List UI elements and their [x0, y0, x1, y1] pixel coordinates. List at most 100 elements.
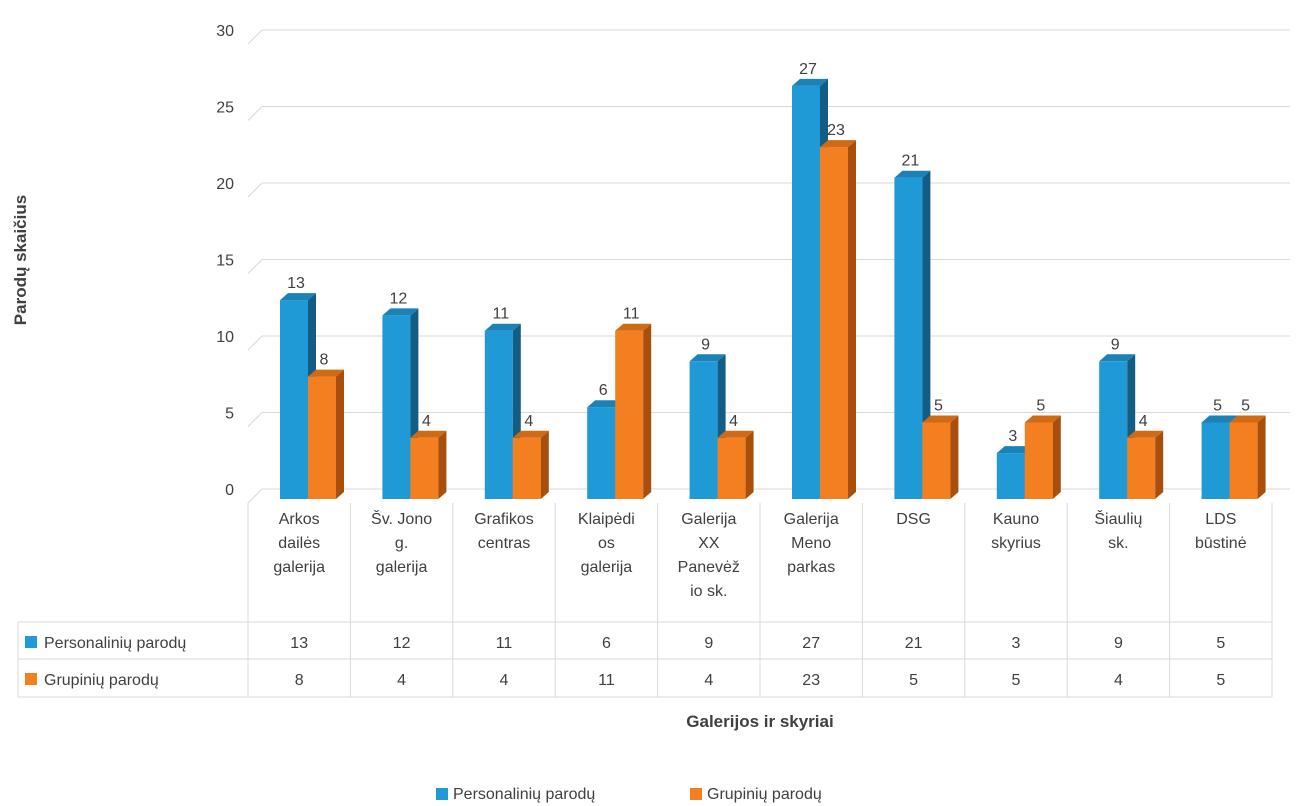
- bar-top: [615, 323, 652, 331]
- table-cell: 5: [1012, 672, 1021, 689]
- y-axis-ticks: 0 5 10 15 20 25 30: [216, 23, 234, 499]
- y-tick-label: 15: [216, 253, 234, 270]
- table-cell: 5: [1216, 672, 1225, 689]
- data-label: 4: [524, 413, 533, 430]
- data-label: 4: [729, 413, 738, 430]
- y-axis-title: Parodų skaičius: [11, 195, 30, 325]
- bar-top: [689, 354, 726, 362]
- data-label: 8: [320, 352, 329, 369]
- category-label-line: Grafikos: [474, 511, 534, 528]
- bar-top: [1127, 430, 1164, 438]
- table-cell: 11: [496, 635, 513, 652]
- table-legend-key: [25, 636, 37, 648]
- category-label-line: DSG: [896, 511, 931, 528]
- category-label: Šv. Jono g. galerija: [371, 509, 432, 576]
- bar-front: [1127, 437, 1156, 499]
- category-label-line: sk.: [1108, 535, 1128, 552]
- bar-side: [336, 369, 344, 499]
- category-label-line: Panevėž: [678, 559, 740, 576]
- legend-key: [690, 788, 702, 800]
- data-label: 13: [287, 275, 305, 292]
- category-label-line: g.: [395, 535, 408, 552]
- data-label: 27: [799, 61, 817, 78]
- y-tick-label: 30: [216, 23, 234, 40]
- y-tick-label: 0: [225, 482, 234, 499]
- category-label: Grafikos centras: [474, 511, 534, 552]
- bar-front: [1024, 422, 1053, 499]
- gridline-diagonal: [247, 259, 263, 274]
- category-label-line: galerija: [581, 559, 633, 576]
- bars: [280, 78, 1266, 500]
- bar-top: [382, 308, 419, 316]
- category-label-line: Galerija: [681, 511, 736, 528]
- bar-top: [1099, 354, 1136, 362]
- category-label-line: galerija: [376, 559, 428, 576]
- bar-top: [308, 369, 344, 377]
- table-cell: 3: [1012, 635, 1021, 652]
- bar-front: [587, 407, 616, 499]
- category-label: LDS būstinė: [1195, 511, 1247, 552]
- table-cell: 9: [704, 635, 713, 652]
- y-tick-label: 25: [216, 100, 234, 117]
- bar-front: [996, 453, 1025, 499]
- category-label-line: Meno: [791, 535, 831, 552]
- table-series-name: Grupinių parodų: [44, 672, 159, 689]
- gridline-diagonal: [247, 106, 263, 121]
- data-label: 9: [701, 336, 710, 353]
- table-cell: 13: [290, 635, 308, 652]
- category-label-line: Kauno: [993, 511, 1039, 528]
- gridline-diagonal: [247, 488, 263, 504]
- table-cell: 5: [1216, 635, 1225, 652]
- table-cell: 5: [909, 672, 918, 689]
- bar-top: [1229, 415, 1266, 423]
- data-label: 4: [1139, 413, 1148, 430]
- y-tick-label: 20: [216, 176, 234, 193]
- table-series-name: Personalinių parodų: [44, 635, 186, 652]
- data-label: 5: [1213, 398, 1222, 415]
- bar-top: [820, 140, 856, 148]
- data-label: 11: [623, 306, 640, 323]
- category-label-line: būstinė: [1195, 535, 1247, 552]
- bar-front: [484, 330, 513, 499]
- bar-front: [382, 315, 411, 499]
- legend: Personalinių parodų Grupinių parodų: [436, 786, 822, 803]
- legend-label: Grupinių parodų: [707, 786, 822, 803]
- bar-side: [848, 140, 856, 499]
- bar-front: [410, 437, 439, 499]
- data-labels: 13 8 12 4 11 4 6 11 9 4 27 23 21 5 3 5 9 4 5 5: [287, 61, 1250, 445]
- data-label: 5: [1036, 398, 1045, 415]
- table-cell: 6: [602, 635, 611, 652]
- data-label: 23: [827, 122, 845, 139]
- category-label: Kauno skyrius: [991, 511, 1041, 552]
- data-label: 9: [1111, 336, 1120, 353]
- table-cell: 27: [802, 635, 820, 652]
- bar-front: [820, 147, 848, 499]
- table-cell: 9: [1114, 635, 1123, 652]
- legend-label: Personalinių parodų: [453, 786, 595, 803]
- table-legend-key: [25, 673, 37, 685]
- data-label: 11: [492, 306, 509, 323]
- data-label: 3: [1008, 428, 1017, 445]
- category-label-line: galerija: [273, 559, 325, 576]
- table-cell: 4: [397, 672, 406, 689]
- bar-side: [643, 323, 652, 499]
- bar-side: [745, 430, 754, 499]
- data-label: 12: [390, 290, 408, 307]
- bar-front: [615, 330, 644, 499]
- category-label: Klaipėdi os galerija: [578, 511, 635, 576]
- category-label-line: LDS: [1205, 511, 1236, 528]
- category-label: Galerija Meno parkas: [784, 511, 839, 576]
- data-label: 4: [422, 413, 431, 430]
- category-label-line: Šv. Jono: [371, 509, 432, 528]
- bar-side: [438, 430, 447, 499]
- table-cell: 21: [905, 635, 923, 652]
- bar-top: [410, 430, 447, 438]
- category-label-line: centras: [478, 535, 530, 552]
- data-label: 6: [599, 382, 608, 399]
- category-label-line: skyrius: [991, 535, 1041, 552]
- bar-front: [689, 361, 718, 499]
- category-label-line: Arkos: [279, 511, 320, 528]
- bar-front: [717, 437, 746, 499]
- category-label-line: parkas: [787, 559, 835, 576]
- category-label-line: dailės: [278, 535, 320, 552]
